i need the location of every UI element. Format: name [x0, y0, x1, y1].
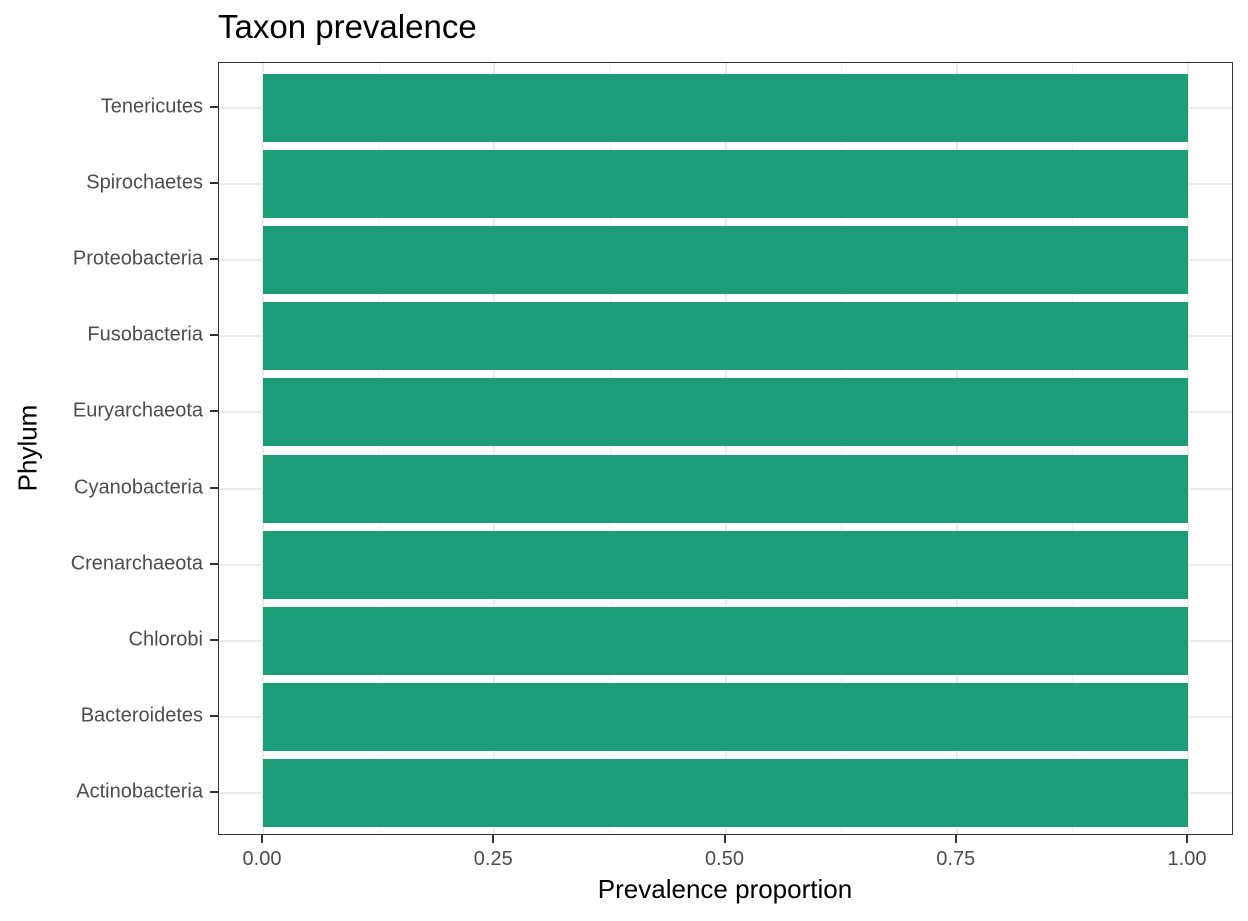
y-axis-title: Phylum — [12, 404, 43, 492]
y-tick-label: Spirochaetes — [86, 171, 203, 194]
grid-line-minor — [609, 63, 611, 834]
grid-line-minor — [841, 63, 843, 834]
x-tick-label: 0.50 — [705, 848, 744, 870]
grid-line-major — [724, 63, 727, 834]
x-tick — [261, 835, 263, 843]
bar-bacteroidetes — [263, 682, 1188, 751]
y-tick — [210, 334, 218, 337]
grid-line-major — [1187, 63, 1189, 834]
x-tick — [1186, 835, 1188, 843]
x-tick-label: 0.00 — [242, 848, 282, 870]
grid-line-minor — [1072, 63, 1074, 834]
x-tick — [492, 835, 495, 843]
y-tick — [210, 714, 218, 717]
bar-chlorobi — [263, 606, 1188, 675]
grid-line-major — [493, 63, 496, 834]
y-tick — [210, 258, 218, 261]
x-tick — [954, 835, 957, 843]
y-tick — [210, 106, 218, 108]
grid-line-major — [955, 63, 958, 834]
y-tick-label: Bacteroidetes — [80, 704, 203, 727]
bar-proteobacteria — [263, 226, 1188, 295]
y-tick — [210, 182, 218, 185]
x-axis-title: Prevalence proportion — [597, 874, 853, 904]
x-tick-label: 0.25 — [473, 848, 513, 870]
x-tick-label: 1.00 — [1167, 848, 1207, 870]
plot-panel — [218, 62, 1233, 835]
grid-line-minor — [378, 63, 380, 834]
y-tick-label: Fusobacteria — [87, 323, 203, 346]
y-tick — [210, 562, 218, 565]
y-tick — [210, 486, 218, 489]
x-tick — [723, 835, 726, 843]
y-tick-label: Proteobacteria — [72, 247, 203, 270]
bar-crenarchaeota — [263, 530, 1188, 599]
chart-title: Taxon prevalence — [218, 8, 477, 45]
y-tick-label: Crenarchaeota — [70, 552, 203, 575]
y-tick-label: Actinobacteria — [76, 780, 203, 803]
bar-cyanobacteria — [263, 454, 1188, 523]
y-tick — [210, 410, 218, 413]
y-tick-label: Tenericutes — [100, 95, 203, 118]
grid-line-major — [262, 63, 264, 834]
bar-actinobacteria — [263, 759, 1188, 827]
y-tick — [210, 638, 218, 641]
x-tick-label: 0.75 — [936, 848, 976, 870]
y-tick-label: Euryarchaeota — [72, 399, 203, 422]
y-tick — [210, 791, 218, 793]
bar-fusobacteria — [263, 302, 1188, 371]
bar-spirochaetes — [263, 150, 1188, 219]
y-tick-label: Chlorobi — [128, 628, 203, 651]
bar-tenericutes — [263, 74, 1188, 142]
y-tick-label: Cyanobacteria — [74, 476, 203, 499]
bar-euryarchaeota — [263, 378, 1188, 447]
